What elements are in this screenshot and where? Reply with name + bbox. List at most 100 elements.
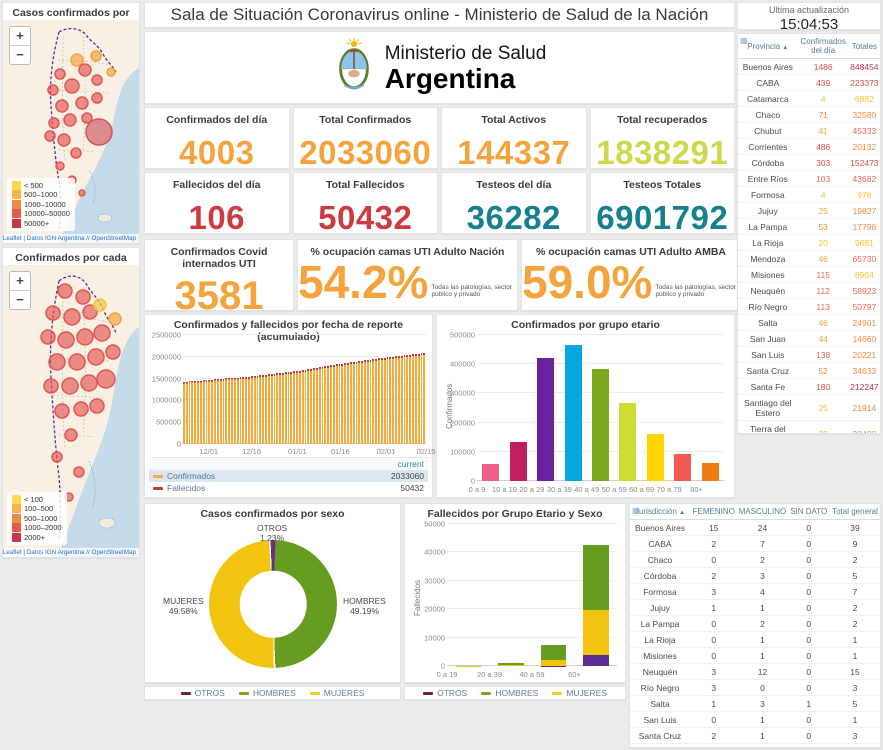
acum-bar[interactable]	[366, 359, 369, 444]
acum-bar[interactable]	[378, 358, 380, 444]
col-header-sin-dato[interactable]: SIN DATO	[787, 504, 830, 520]
map-bubble[interactable]	[93, 324, 111, 342]
map-bubble[interactable]	[105, 344, 121, 360]
etario-bar-20a29[interactable]	[537, 357, 555, 481]
acum-bar[interactable]	[344, 363, 347, 444]
zoom-in-button[interactable]: +	[10, 27, 30, 46]
col-header-confirmados-dia[interactable]: Confirmados del día	[797, 34, 849, 59]
acum-bar[interactable]	[355, 361, 358, 444]
acum-bar[interactable]	[253, 376, 256, 444]
map-bubble[interactable]	[80, 374, 98, 392]
acum-bar[interactable]	[358, 361, 361, 444]
acum-bar[interactable]	[352, 361, 355, 444]
acum-bar[interactable]	[409, 354, 412, 444]
acum-bar[interactable]	[412, 354, 414, 444]
acum-bar[interactable]	[219, 378, 222, 444]
table-row[interactable]: Corrientes 486 20132	[738, 138, 880, 155]
map-bubble[interactable]	[57, 283, 73, 299]
acum-bar[interactable]	[310, 368, 313, 444]
table-row[interactable]: Santa Cruz 52 34633	[738, 362, 880, 379]
acum-bar[interactable]	[423, 353, 426, 444]
table-row[interactable]: Buenos Aires 15 24 0 39	[630, 519, 880, 536]
map-100k[interactable]: + − < 100 100–500 500–1000 1000–2000 2000+ L…	[3, 265, 139, 557]
table-row[interactable]: Santa Cruz 2 1 0 3	[630, 727, 880, 744]
acum-bar[interactable]	[364, 360, 366, 444]
acum-bar[interactable]	[296, 371, 298, 444]
map-bubble[interactable]	[87, 348, 105, 366]
stacked-bar-60+[interactable]	[583, 524, 609, 666]
table-row[interactable]: Río Negro 3 0 0 3	[630, 679, 880, 696]
map-bubble[interactable]	[75, 289, 91, 305]
sexo-donut[interactable]	[209, 540, 337, 668]
table-row[interactable]: Formosa 3 4 0 7	[630, 583, 880, 600]
legend-item-mujeres[interactable]: MUJERES	[552, 688, 607, 698]
table-row[interactable]: Neuquén 112 58923	[738, 282, 880, 299]
map-attribution[interactable]: Leaflet | Datos IGN Argentina // OpenStr…	[3, 234, 139, 243]
acum-bar[interactable]	[259, 375, 262, 444]
table-row[interactable]: Buenos Aires 1486 848454	[738, 58, 880, 75]
acum-bar[interactable]	[397, 356, 400, 444]
acum-bar[interactable]	[197, 380, 199, 444]
map-bubble[interactable]	[78, 63, 92, 77]
stacked-bar-40a59[interactable]	[540, 524, 566, 666]
fallecidos-sexo-chart[interactable]: 0 a 19 20 a 39 40 a 59 60+ 0 10000 20000 30000 4…	[405, 520, 625, 680]
stacked-bar-20a39[interactable]	[498, 524, 524, 666]
acum-bar[interactable]	[341, 363, 344, 444]
acum-bar[interactable]	[347, 362, 349, 444]
zoom-out-button[interactable]: −	[16, 47, 24, 62]
col-header-totales[interactable]: Totales	[848, 34, 880, 59]
legend-item-hombres[interactable]: HOMBRES	[481, 688, 538, 698]
map-bubble[interactable]	[55, 161, 65, 171]
etario-bar-0a9[interactable]	[482, 464, 500, 481]
map-bubble[interactable]	[63, 113, 77, 127]
acum-bar[interactable]	[202, 380, 205, 444]
acum-bar[interactable]	[395, 356, 397, 444]
legend-row-confirmados[interactable]: Confirmados 2033060	[149, 470, 428, 482]
map-bubble[interactable]	[55, 99, 69, 113]
legend-item-otros[interactable]: OTROS	[423, 688, 467, 698]
acum-bar[interactable]	[307, 369, 310, 444]
map-bubble[interactable]	[85, 118, 113, 146]
map-bubble[interactable]	[57, 331, 75, 349]
acum-bar[interactable]	[332, 364, 335, 444]
legend-item-mujeres[interactable]: MUJERES	[309, 688, 364, 698]
col-header-jurisdiccion[interactable]: Jurisdicción ▲	[630, 504, 690, 520]
acum-bar[interactable]	[256, 375, 259, 444]
acum-bar[interactable]	[406, 355, 409, 444]
legend-item-hombres[interactable]: HOMBRES	[238, 688, 296, 698]
etario-bar-70a79[interactable]	[674, 453, 692, 481]
table-row[interactable]: Neuquén 3 12 0 15	[630, 663, 880, 680]
acum-bar[interactable]	[216, 379, 219, 444]
table-row[interactable]: La Pampa 0 2 0 2	[630, 615, 880, 632]
acum-bar[interactable]	[276, 373, 279, 444]
acum-bar[interactable]	[372, 359, 375, 444]
table-row[interactable]: Santiago del Estero 25 21914	[738, 394, 880, 421]
acum-bar[interactable]	[248, 376, 250, 444]
acum-bar[interactable]	[417, 353, 420, 444]
table-row[interactable]: Salta 46 24901	[738, 314, 880, 331]
acum-bar[interactable]	[250, 376, 253, 444]
table-row[interactable]: CABA 439 223373	[738, 74, 880, 91]
acum-bar[interactable]	[380, 358, 383, 444]
map-bubble[interactable]	[44, 130, 56, 142]
map-bubble[interactable]	[64, 78, 80, 94]
etario-bar-30a39[interactable]	[564, 344, 582, 481]
table-row[interactable]: Tierra del Fuego2222483	[738, 420, 880, 433]
acum-bar[interactable]	[386, 357, 389, 444]
acum-bar[interactable]	[211, 379, 214, 444]
acum-bar[interactable]	[239, 377, 242, 444]
map-bubble[interactable]	[106, 67, 116, 77]
acum-bar[interactable]	[304, 369, 307, 444]
table-row[interactable]: Entre Ríos 103 43682	[738, 170, 880, 187]
acum-bar[interactable]	[324, 366, 327, 444]
acum-bar[interactable]	[327, 365, 330, 444]
col-header-masculino[interactable]: MASCULINO	[737, 504, 788, 520]
table-row[interactable]: Chaco 71 32580	[738, 106, 880, 123]
table-row[interactable]: Salta 1 3 1 5	[630, 695, 880, 712]
acum-bar[interactable]	[400, 355, 403, 444]
etario-bar-60a69[interactable]	[646, 434, 664, 481]
acum-bar[interactable]	[273, 373, 276, 444]
acum-bar[interactable]	[191, 381, 194, 444]
map-bubble[interactable]	[63, 308, 81, 326]
acum-bar[interactable]	[267, 374, 270, 444]
